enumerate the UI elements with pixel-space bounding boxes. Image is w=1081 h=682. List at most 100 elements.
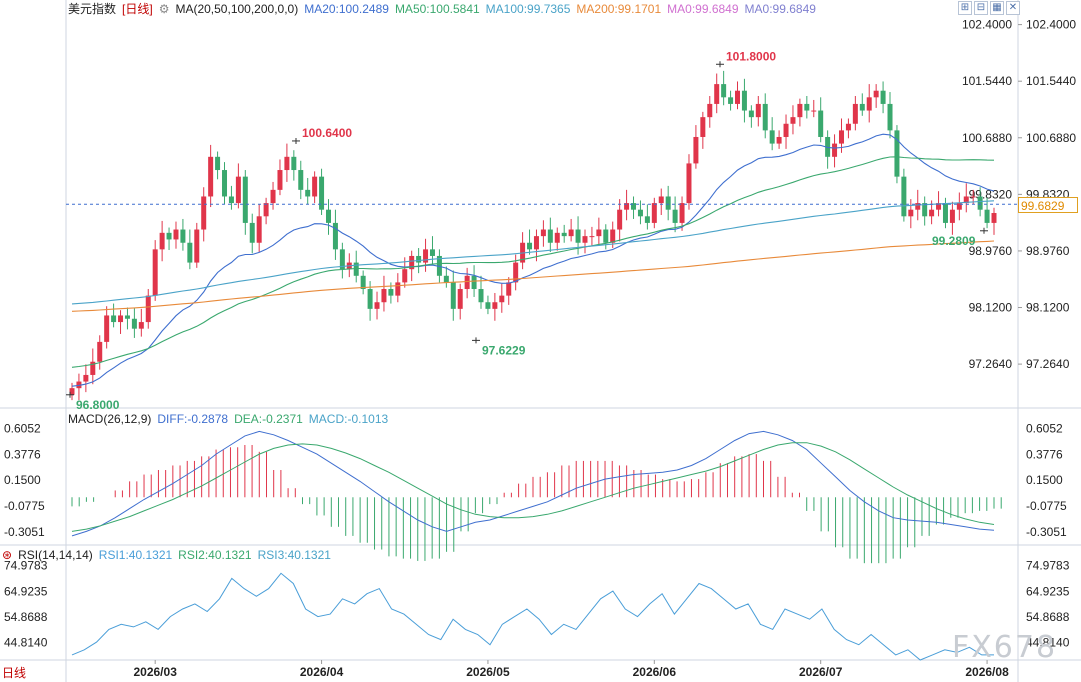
candle-body xyxy=(457,289,463,309)
candle-body xyxy=(423,249,429,263)
x-axis-label: 2026/08 xyxy=(965,665,1009,679)
close-icon[interactable]: ✕ xyxy=(1006,1,1020,15)
candle-body xyxy=(208,156,214,197)
macd-tick-right: 0.3776 xyxy=(1026,447,1063,461)
candle-body xyxy=(180,229,186,243)
price-tick-left: 98.9760 xyxy=(969,244,1013,258)
candle-body xyxy=(145,295,151,323)
candle-body xyxy=(728,97,734,104)
candle-body xyxy=(672,209,678,223)
candle-body xyxy=(443,275,449,283)
candle-body xyxy=(173,229,179,240)
candle-body xyxy=(575,229,581,243)
candle-body xyxy=(138,322,144,329)
candle-body xyxy=(596,229,602,237)
ma100-value: MA100:99.7365 xyxy=(485,2,571,16)
macd-tick-right: 0.6052 xyxy=(1026,422,1063,436)
candle-body xyxy=(513,262,519,283)
zoom-in-icon[interactable]: ⊞ xyxy=(958,1,972,15)
candle-body xyxy=(152,249,158,296)
macd-tick-right: -0.0775 xyxy=(1026,499,1067,513)
candle-body xyxy=(97,341,103,362)
candle-body xyxy=(762,103,768,131)
rsi-tick-right: 54.8688 xyxy=(1026,610,1070,624)
macd-header: MACD(26,12,9) DIFF:-0.2878 DEA:-0.2371 MACD… xyxy=(68,412,394,426)
candle-body xyxy=(651,203,657,223)
grid-icon[interactable]: ▦ xyxy=(990,1,1004,15)
candle-body xyxy=(270,189,276,204)
rsi-line xyxy=(71,572,994,661)
ma-settings-icon[interactable]: ⚙ xyxy=(158,2,170,16)
candle-body xyxy=(845,123,851,131)
rsi-label[interactable]: RSI(14,14,14) xyxy=(18,548,93,562)
rsi3-value: RSI3:40.1321 xyxy=(257,548,331,562)
candle-body xyxy=(235,176,241,204)
rsi-tick-left: 54.8688 xyxy=(4,610,48,624)
macd-diff: DIFF:-0.2878 xyxy=(157,412,229,426)
candle-body xyxy=(561,232,567,237)
macd-dea-line xyxy=(71,442,995,532)
period-tab[interactable]: 日线 xyxy=(2,666,27,680)
candle-body xyxy=(111,315,117,323)
candle-body xyxy=(832,143,838,157)
x-axis-label: 2026/05 xyxy=(466,665,510,679)
candle-body xyxy=(686,163,692,204)
candle-body xyxy=(464,275,470,290)
candle-body xyxy=(159,232,165,250)
candle-body xyxy=(665,196,671,210)
candle-body xyxy=(388,289,394,296)
ma50-value: MA50:100.5841 xyxy=(394,2,480,16)
candle-body xyxy=(880,90,886,104)
ma-label[interactable]: MA(20,50,100,200,0,0) xyxy=(175,2,299,16)
candle-body xyxy=(360,275,366,290)
candle-body xyxy=(104,315,110,342)
candle-body xyxy=(887,103,893,131)
candle-body xyxy=(783,123,789,137)
candle-body xyxy=(69,388,75,395)
candle-body xyxy=(936,203,942,210)
watermark: FX678 xyxy=(952,630,1058,665)
macd-label[interactable]: MACD(26,12,9) xyxy=(68,412,152,426)
candle-body xyxy=(617,209,623,230)
candle-body xyxy=(631,203,637,210)
zoom-out-icon[interactable]: ⊟ xyxy=(974,1,988,15)
ma20-value: MA20:100.2489 xyxy=(304,2,389,16)
candle-body xyxy=(325,209,331,223)
candle-body xyxy=(298,170,304,190)
candle-body xyxy=(478,289,484,303)
price-annotation: 96.8000 xyxy=(76,398,120,412)
candle-body xyxy=(305,189,311,197)
candle-body xyxy=(277,170,283,190)
candle-body xyxy=(228,196,234,204)
candle-body xyxy=(755,103,761,118)
period-label[interactable]: [日线] xyxy=(122,2,153,16)
candle-body xyxy=(714,84,720,104)
candle-body xyxy=(963,196,969,204)
candle-body xyxy=(804,103,810,111)
ma0b-value: MA0:99.6849 xyxy=(744,2,816,16)
candle-body xyxy=(707,103,713,118)
candle-body xyxy=(776,136,782,144)
price-tick-left: 98.1200 xyxy=(969,301,1013,315)
candle-body xyxy=(741,90,747,111)
rsi-settings-icon[interactable]: ⊛ xyxy=(2,548,13,562)
candle-body xyxy=(409,255,415,270)
macd-tick-left: 0.6052 xyxy=(4,422,41,436)
candle-body xyxy=(769,130,775,144)
price-annotation: 100.6400 xyxy=(302,126,352,140)
candle-body xyxy=(735,90,741,104)
candle-body xyxy=(83,374,89,382)
candle-body xyxy=(353,262,359,276)
price-tick-left: 102.4000 xyxy=(962,18,1012,32)
candle-body xyxy=(547,229,553,243)
price-tick-right: 98.9760 xyxy=(1026,244,1070,258)
candle-body xyxy=(637,209,643,217)
candle-body xyxy=(429,249,435,256)
candle-body xyxy=(811,110,817,112)
rsi-tick-left: 44.8140 xyxy=(4,636,48,650)
candle-body xyxy=(332,222,338,250)
macd-tick-left: 0.3776 xyxy=(4,447,41,461)
candle-body xyxy=(915,203,921,210)
candle-body xyxy=(367,289,373,309)
